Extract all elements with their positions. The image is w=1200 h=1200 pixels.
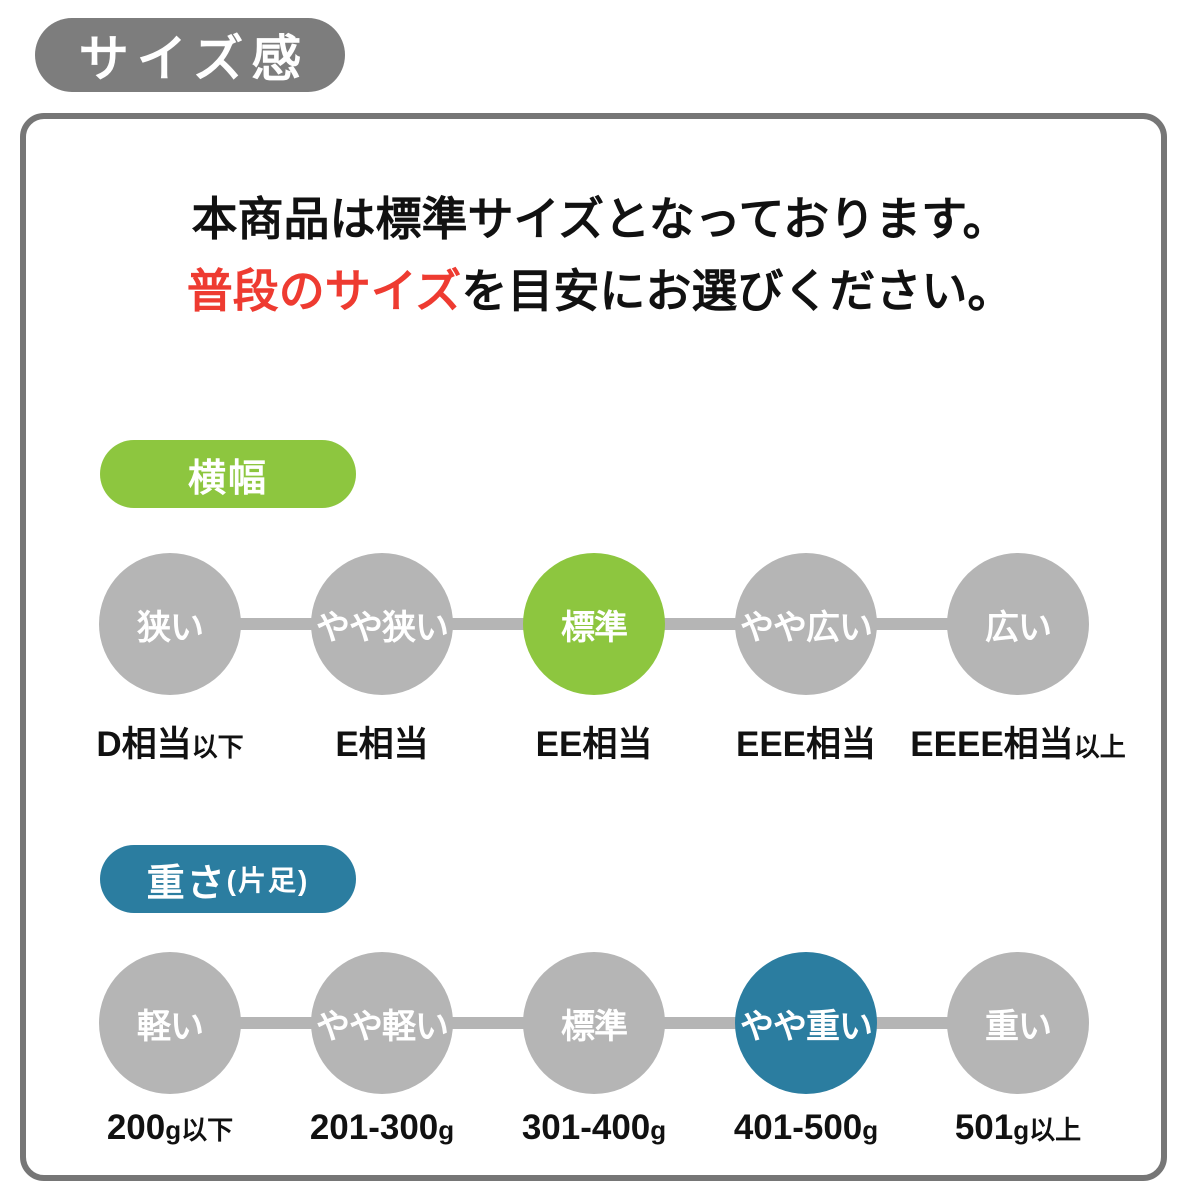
width-badge-label: 横幅 xyxy=(187,457,268,500)
weight-label-small: g xyxy=(862,1115,879,1145)
width-label: EEE相当 xyxy=(690,716,922,767)
width-circle-label: やや広い xyxy=(740,608,873,647)
weight-circle-slightly-light: やや軽い xyxy=(311,952,453,1094)
weight-circle-light: 軽い xyxy=(99,952,241,1094)
width-section-badge: 横幅 xyxy=(100,440,356,508)
weight-label-main: 201-300 xyxy=(309,1108,439,1147)
width-label: EEEE相当以上 xyxy=(902,716,1134,767)
intro-line-1: 本商品は標準サイズとなっております。 xyxy=(191,193,1009,245)
weight-label-main: 501 xyxy=(954,1108,1014,1147)
weight-label: 201-300g xyxy=(266,1108,498,1148)
weight-scale-row: 軽い やや軽い 標準 やや重い 重い xyxy=(0,952,1200,1094)
width-label-main: EEEE相当 xyxy=(910,725,1074,764)
intro-line2-emphasis: 普段のサイズ xyxy=(186,265,462,317)
weight-circle-label: 重い xyxy=(985,1007,1052,1046)
width-circle-narrow: 狭い xyxy=(99,553,241,695)
width-circle-label: 標準 xyxy=(561,608,628,647)
weight-label: 301-400g xyxy=(478,1108,710,1148)
weight-label-small: g xyxy=(650,1115,667,1145)
weight-label-main: 401-500 xyxy=(733,1108,863,1147)
width-label: EE相当 xyxy=(478,716,710,767)
weight-label-main: 301-400 xyxy=(521,1108,651,1147)
width-scale-row: 狭い やや狭い 標準 やや広い 広い xyxy=(0,553,1200,695)
weight-circle-heavy: 重い xyxy=(947,952,1089,1094)
weight-circle-label: やや軽い xyxy=(316,1007,449,1046)
width-circle-wide: 広い xyxy=(947,553,1089,695)
weight-circle-label: 標準 xyxy=(561,1007,628,1046)
page-title-badge: サイズ感 xyxy=(35,18,345,92)
width-circle-slightly-narrow: やや狭い xyxy=(311,553,453,695)
weight-circle-standard: 標準 xyxy=(523,952,665,1094)
weight-label: 401-500g xyxy=(690,1108,922,1148)
weight-label-main: 200 xyxy=(106,1108,166,1147)
width-label-row: D相当以下 E相当 EE相当 EEE相当 EEEE相当以上 xyxy=(0,716,1200,766)
intro-line-2: 普段のサイズを目安にお選びください。 xyxy=(20,255,1180,327)
weight-badge-label: 重さ xyxy=(146,862,227,905)
weight-circle-slightly-heavy: やや重い xyxy=(735,952,877,1094)
width-label-main: EEE相当 xyxy=(735,725,877,764)
width-label: E相当 xyxy=(266,716,498,767)
weight-circle-label: やや重い xyxy=(740,1007,873,1046)
weight-label: 501g以上 xyxy=(902,1108,1134,1148)
width-label-small: 以上 xyxy=(1073,732,1126,762)
width-circle-label: 広い xyxy=(985,608,1052,647)
width-circle-label: 狭い xyxy=(137,608,204,647)
width-label-main: D相当 xyxy=(96,725,192,764)
intro-text: 本商品は標準サイズとなっております。 普段のサイズを目安にお選びください。 xyxy=(20,183,1180,327)
weight-badge-suffix: (片足) xyxy=(226,865,310,896)
weight-label: 200g以下 xyxy=(54,1108,286,1148)
weight-label-small: g xyxy=(438,1115,455,1145)
weight-label-row: 200g以下 201-300g 301-400g 401-500g 501g以上 xyxy=(0,1108,1200,1158)
weight-label-small: g以上 xyxy=(1013,1115,1082,1145)
width-circle-slightly-wide: やや広い xyxy=(735,553,877,695)
width-label-small: 以下 xyxy=(191,732,244,762)
width-label-main: EE相当 xyxy=(535,725,653,764)
weight-circle-label: 軽い xyxy=(137,1007,204,1046)
weight-label-small: g以下 xyxy=(165,1115,234,1145)
weight-section-badge: 重さ (片足) xyxy=(100,845,356,913)
width-label: D相当以下 xyxy=(54,716,286,767)
width-circle-standard: 標準 xyxy=(523,553,665,695)
width-circle-label: やや狭い xyxy=(316,608,449,647)
intro-line2-rest: を目安にお選びください。 xyxy=(461,265,1014,317)
width-label-main: E相当 xyxy=(335,725,429,764)
